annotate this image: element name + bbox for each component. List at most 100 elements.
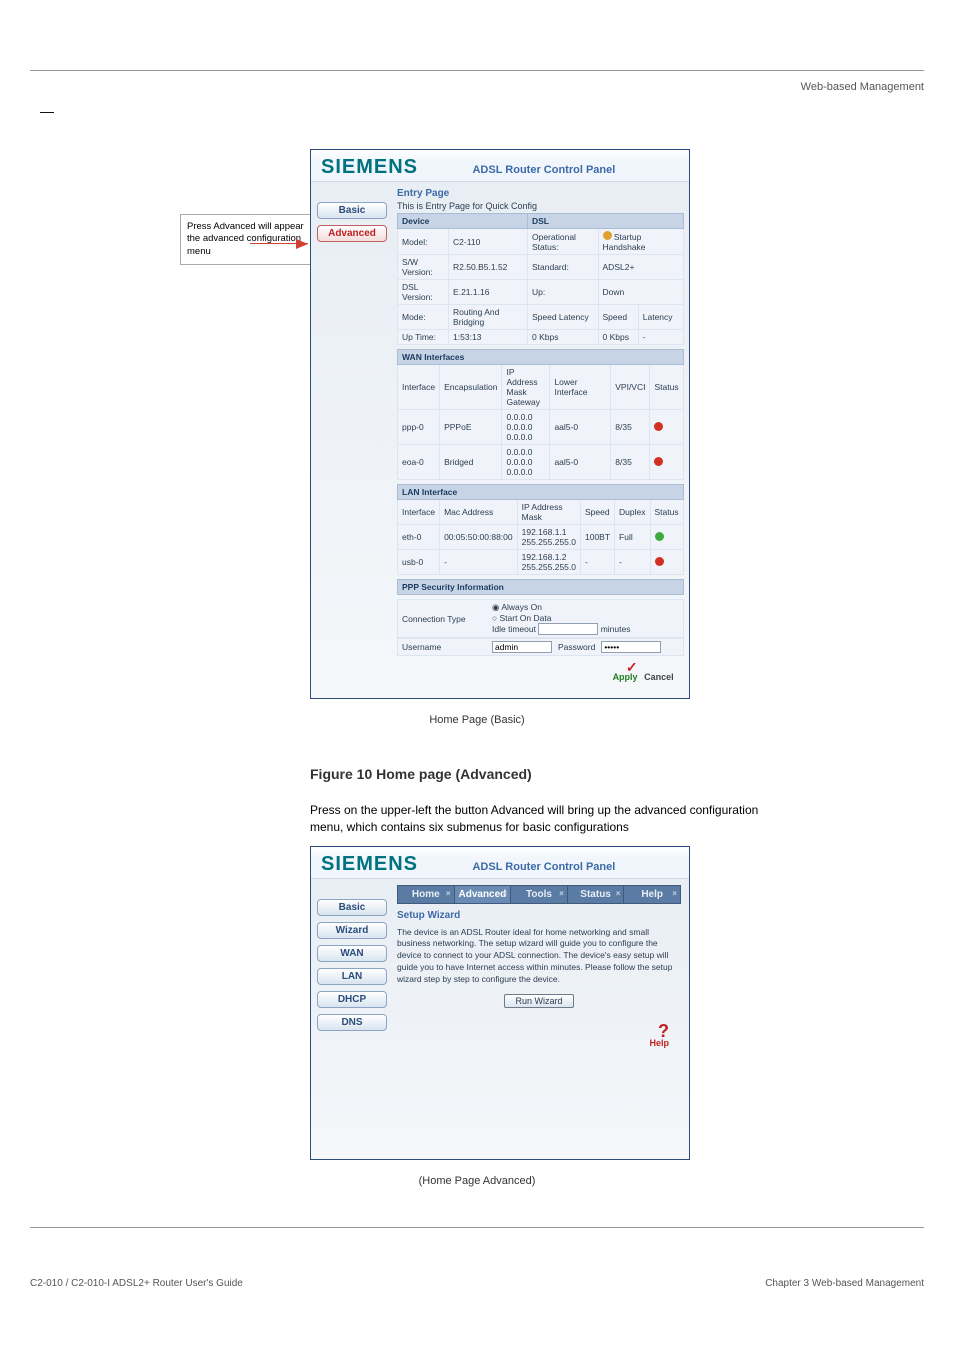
cell: eoa-0 <box>398 445 440 480</box>
col: Mac Address <box>440 500 518 525</box>
col: Status <box>650 365 683 410</box>
description-text: Press on the upper-left the button Advan… <box>310 802 760 836</box>
col: Interface <box>398 500 440 525</box>
nav-tools[interactable]: Tools × <box>511 886 568 903</box>
device-header: Device <box>398 214 528 229</box>
figure-1-title: Figure 10 Home page (Advanced) <box>310 766 924 782</box>
col: VPI/VCI <box>611 365 650 410</box>
cell: C2-110 <box>449 229 528 255</box>
close-icon[interactable]: × <box>616 889 621 898</box>
figure-2-container: SIEMENS ADSL Router Control Panel Basic … <box>310 846 730 1160</box>
cell: ppp-0 <box>398 410 440 445</box>
panel-subtitle: ADSL Router Control Panel <box>472 164 615 176</box>
lan-header: LAN Interface <box>398 485 684 500</box>
header-divider <box>30 70 924 71</box>
help-corner[interactable]: ? Help <box>397 1016 681 1052</box>
chapter-title: Web-based Management <box>30 81 924 93</box>
cell: usb-0 <box>398 550 440 575</box>
cell: - <box>615 550 650 575</box>
help-label: Help <box>649 1038 669 1048</box>
wizard-text: The device is an ADSL Router ideal for h… <box>397 927 681 986</box>
cell: aal5-0 <box>550 445 611 480</box>
idle-label: Idle timeout <box>492 624 536 634</box>
nav-label: Home <box>412 889 440 900</box>
router-panel-advanced: SIEMENS ADSL Router Control Panel Basic … <box>310 846 690 1160</box>
cell: PPPoE <box>440 410 502 445</box>
panel-subtitle: ADSL Router Control Panel <box>472 861 615 873</box>
router-panel-basic: SIEMENS ADSL Router Control Panel Basic … <box>310 149 690 699</box>
cell: 100BT <box>580 525 614 550</box>
content-area: Home× Advanced× Tools× Status× Help× Set… <box>393 879 689 1159</box>
nav-label: Tools <box>526 889 552 900</box>
col: Duplex <box>615 500 650 525</box>
cell: R2.50.B5.1.52 <box>449 255 528 280</box>
content-area: Entry Page This is Entry Page for Quick … <box>393 182 692 698</box>
cell: Latency <box>638 305 683 330</box>
nav-status[interactable]: Status × <box>568 886 625 903</box>
section-marker: — <box>40 103 924 119</box>
callout-arrow-head <box>296 239 308 249</box>
footer-right: Chapter 3 Web-based Management <box>765 1278 924 1289</box>
cell: E.21.1.16 <box>449 280 528 305</box>
close-icon[interactable]: × <box>446 889 451 898</box>
cancel-button[interactable]: Cancel <box>644 672 674 682</box>
side-basic[interactable]: Basic <box>317 899 387 916</box>
status-dot-orange <box>603 231 612 240</box>
close-icon[interactable]: × <box>672 889 677 898</box>
lan-table: LAN Interface Interface Mac Address IP A… <box>397 484 684 575</box>
entry-page-subtitle: This is Entry Page for Quick Config <box>397 201 684 211</box>
cell <box>650 550 683 575</box>
side-dns[interactable]: DNS <box>317 1014 387 1031</box>
idle-timeout-input[interactable] <box>538 623 598 635</box>
top-nav: Home × Advanced× Tools × Status × Help × <box>397 885 681 904</box>
panel-banner: SIEMENS ADSL Router Control Panel <box>311 150 689 182</box>
password-label: Password <box>558 642 595 652</box>
cell: Startup Handshake <box>598 229 683 255</box>
figure-1-caption: Home Page (Basic) <box>30 714 924 726</box>
password-input[interactable] <box>601 641 661 653</box>
col: Speed <box>580 500 614 525</box>
close-icon[interactable]: × <box>503 889 508 898</box>
ppp-table: PPP Security Information <box>397 579 684 595</box>
cell: Down <box>598 280 683 305</box>
brand-logo: SIEMENS <box>321 156 418 178</box>
cell: 0 Kbps <box>527 330 598 345</box>
nav-home[interactable]: Home × <box>398 886 455 903</box>
radio-start-on-data[interactable]: ○ Start On Data <box>492 613 551 623</box>
apply-button[interactable]: Apply <box>613 662 638 682</box>
close-icon[interactable]: × <box>559 889 564 898</box>
cell <box>650 410 683 445</box>
help-icon: ? <box>397 1024 669 1038</box>
sidebar-basic-tab[interactable]: Basic <box>317 202 387 219</box>
sidebar-advanced-tab[interactable]: Advanced <box>317 225 387 242</box>
cell: 0 Kbps <box>598 330 638 345</box>
cell: 192.168.1.1 255.255.255.0 <box>517 525 580 550</box>
cell: eth-0 <box>398 525 440 550</box>
panel-banner: SIEMENS ADSL Router Control Panel <box>311 847 689 879</box>
nav-label: Status <box>580 889 611 900</box>
cell: 8/35 <box>611 410 650 445</box>
col: Status <box>650 500 683 525</box>
footer-divider <box>30 1227 924 1228</box>
nav-advanced[interactable]: Advanced× <box>455 886 512 903</box>
cell: Standard: <box>527 255 598 280</box>
figure-2-caption: (Home Page Advanced) <box>30 1175 924 1187</box>
col: IP Address Mask <box>517 500 580 525</box>
cell: 1:53:13 <box>449 330 528 345</box>
nav-label: Help <box>641 889 663 900</box>
side-wan[interactable]: WAN <box>317 945 387 962</box>
nav-help[interactable]: Help × <box>624 886 680 903</box>
cell: Full <box>615 525 650 550</box>
status-dot-red <box>654 422 663 431</box>
status-dot-red <box>655 557 664 566</box>
run-wizard-button[interactable]: Run Wizard <box>504 994 574 1008</box>
page-footer: C2-010 / C2-010-I ADSL2+ Router User's G… <box>30 1278 924 1289</box>
side-lan[interactable]: LAN <box>317 968 387 985</box>
side-dhcp[interactable]: DHCP <box>317 991 387 1008</box>
radio-always-on[interactable]: ◉ Always On <box>492 602 542 613</box>
username-input[interactable] <box>492 641 552 653</box>
wan-table: WAN Interfaces Interface Encapsulation I… <box>397 349 684 480</box>
cell: Up: <box>527 280 598 305</box>
side-wizard[interactable]: Wizard <box>317 922 387 939</box>
cell: Routing And Bridging <box>449 305 528 330</box>
